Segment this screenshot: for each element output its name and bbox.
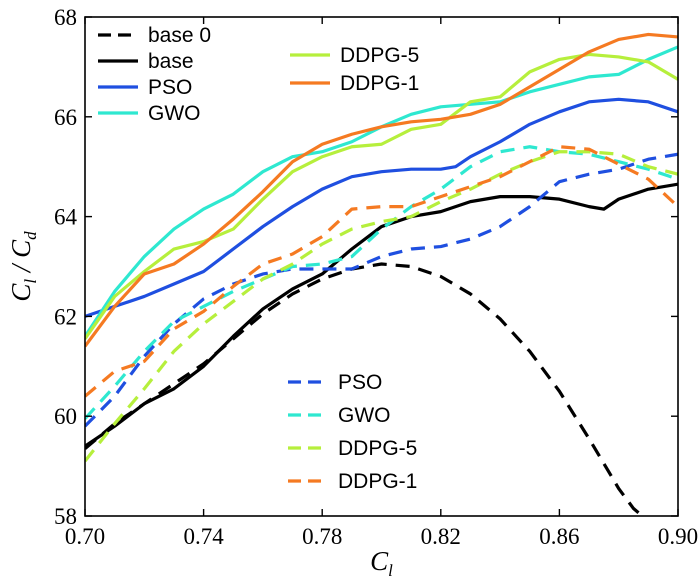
x-axis-title: Cl — [370, 546, 393, 580]
legend-lower-label-3: DDPG-1 — [338, 470, 417, 493]
y-axis-title-d: d — [21, 231, 40, 240]
series-layer — [85, 32, 678, 516]
y-tick-label: 64 — [54, 205, 78, 230]
y-axis-title-c2: C — [6, 239, 36, 258]
legend-upper-label-3: GWO — [148, 102, 201, 125]
series-line-ddpg1_d — [85, 145, 678, 398]
legend-upper-label-4: DDPG-5 — [340, 44, 419, 67]
x-tick-label: 0.78 — [302, 524, 342, 549]
series-line-ddpg5_d — [85, 150, 678, 463]
legend-lower-label-1: GWO — [338, 404, 391, 427]
y-tick-label: 60 — [54, 404, 77, 429]
y-tick-label: 66 — [54, 105, 77, 130]
legend-lower-label-2: DDPG-5 — [338, 437, 417, 460]
series-line-gwo_d — [85, 145, 678, 420]
legend-upper-label-1: base — [148, 50, 194, 73]
legend-upper-label-2: PSO — [148, 76, 192, 99]
y-axis-title-slash: / — [6, 258, 36, 279]
x-axis-title-main: C — [370, 546, 389, 576]
y-axis-title-l: l — [21, 279, 40, 284]
x-tick-label: 0.86 — [539, 524, 579, 549]
x-tick-label: 0.90 — [658, 524, 698, 549]
series-line-ddpg1 — [85, 32, 678, 348]
legend-upper-label-5: DDPG-1 — [340, 72, 419, 95]
series-line-pso — [85, 97, 678, 318]
legend-lower-label-0: PSO — [338, 371, 382, 394]
y-tick-label: 62 — [54, 304, 77, 329]
axis-ticks: 0.70 0.74 0.78 0.82 0.86 0.90 58 60 62 64 66 68 — [54, 5, 698, 549]
series-line-base0 — [85, 262, 645, 516]
x-tick-label: 0.74 — [183, 524, 224, 549]
y-axis-title: Cl / Cd — [6, 231, 40, 302]
y-tick-label: 58 — [54, 504, 77, 529]
legend-upper-label-0: base 0 — [148, 24, 211, 47]
y-tick-label: 68 — [54, 5, 77, 30]
x-tick-label: 0.70 — [65, 524, 105, 549]
legend: base 0 base PSO GWO DDPG-5 DDPG-1 PSO GWO DDPG-5… — [98, 24, 419, 493]
plot-frame — [84, 16, 679, 517]
series-line-base — [85, 182, 678, 448]
y-axis-title-c1: C — [6, 283, 36, 302]
x-axis-title-sub: l — [388, 561, 393, 580]
x-tick-label: 0.82 — [421, 524, 461, 549]
